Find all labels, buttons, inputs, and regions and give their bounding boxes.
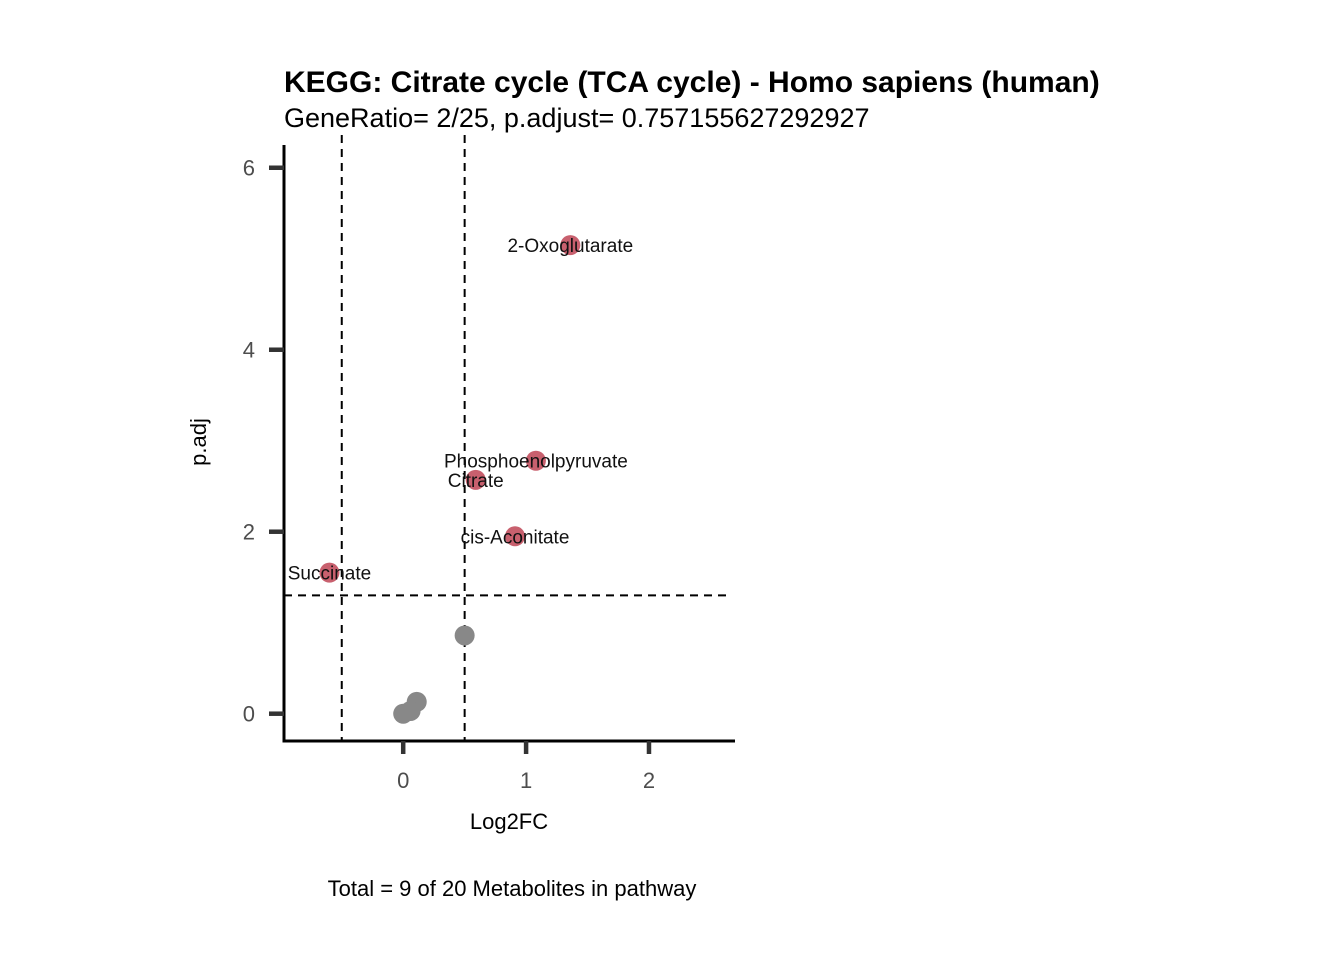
- y-axis-ticks: 0 2 4 6: [243, 156, 284, 727]
- data-point-significant: [465, 469, 486, 490]
- point-label: 2-Oxoglutarate: [507, 236, 633, 257]
- x-tick-label: 1: [520, 768, 532, 793]
- point-label: Succinate: [288, 564, 371, 585]
- y-axis-title: p.adj: [186, 418, 211, 466]
- point-label: Phosphoenolpyruvate: [444, 452, 628, 473]
- point-label: Citrate: [448, 471, 504, 492]
- data-point-not-significant: [454, 625, 475, 646]
- data-point-significant: [525, 450, 546, 471]
- data-point-significant: [319, 562, 340, 583]
- x-axis-ticks: 0 1 2: [397, 741, 655, 793]
- data-point-significant: [560, 235, 581, 256]
- data-points: [319, 235, 581, 724]
- x-axis-title: Log2FC: [470, 809, 548, 834]
- chart-caption: Total = 9 of 20 Metabolites in pathway: [328, 876, 697, 901]
- x-tick-label: 0: [397, 768, 409, 793]
- chart-title: KEGG: Citrate cycle (TCA cycle) - Homo s…: [284, 66, 1100, 99]
- y-tick-label: 4: [243, 338, 255, 363]
- threshold-lines: [284, 135, 729, 741]
- data-point-significant: [505, 526, 526, 547]
- point-label: cis-Aconitate: [461, 527, 570, 548]
- x-tick-label: 2: [643, 768, 655, 793]
- y-tick-label: 0: [243, 702, 255, 727]
- point-labels: 2-Oxoglutarate PhosphoenolpyruvateCitrate…: [288, 236, 633, 585]
- chart-subtitle: GeneRatio= 2/25, p.adjust= 0.75715562729…: [284, 103, 870, 133]
- y-tick-label: 6: [243, 156, 255, 181]
- data-point-not-significant: [393, 703, 414, 724]
- y-tick-label: 2: [243, 520, 255, 545]
